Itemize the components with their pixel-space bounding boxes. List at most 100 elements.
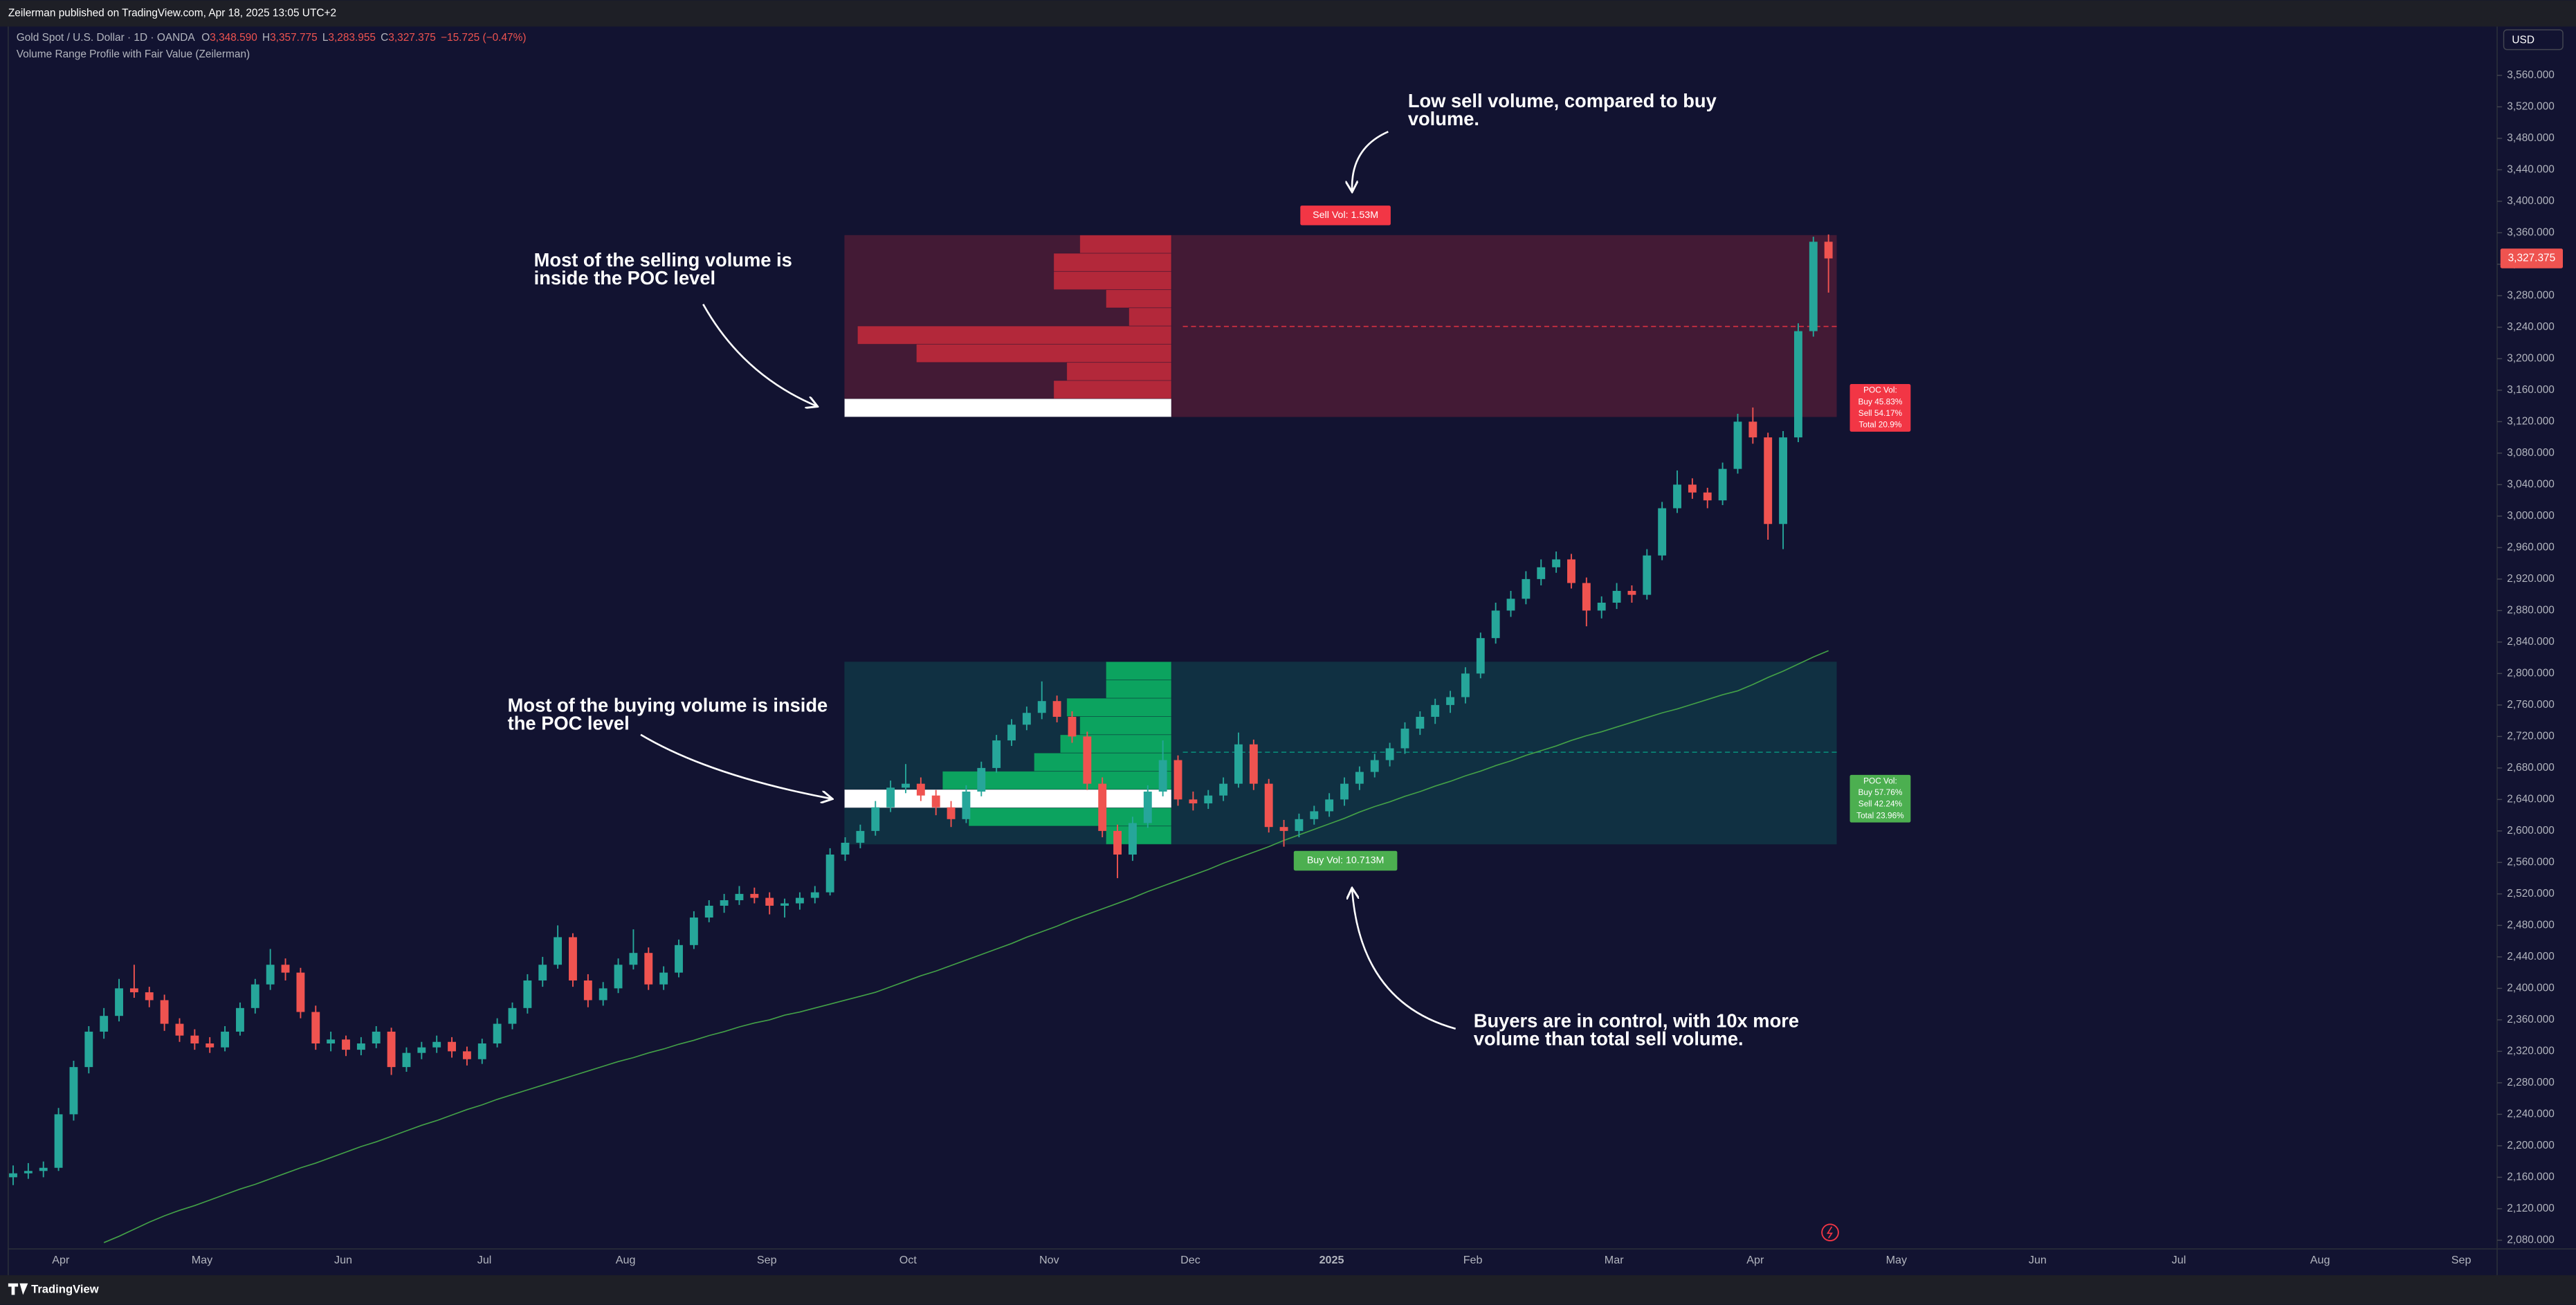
poc-label: POC Vol: bbox=[1863, 776, 1897, 785]
x-tick-label: Jul bbox=[477, 1254, 492, 1266]
candle-body bbox=[1612, 590, 1621, 603]
candle-body bbox=[1748, 421, 1757, 438]
candle-body bbox=[24, 1171, 33, 1174]
poc-label: Sell 54.17% bbox=[1858, 408, 1903, 418]
candle-body bbox=[477, 1043, 486, 1059]
candle-body bbox=[1537, 567, 1546, 579]
candle-body bbox=[39, 1167, 48, 1171]
profile-bar bbox=[843, 789, 1172, 808]
profile-bar bbox=[843, 398, 1172, 418]
candle-body bbox=[780, 903, 789, 906]
y-tick-label: 3,400.000 bbox=[2507, 195, 2555, 207]
candle-body bbox=[1037, 701, 1046, 713]
candle-body bbox=[1385, 748, 1394, 760]
candle-body bbox=[1597, 603, 1606, 611]
candle-body bbox=[1416, 716, 1425, 729]
annotation: inside the POC level bbox=[534, 267, 715, 289]
y-tick-label: 3,440.000 bbox=[2507, 163, 2555, 175]
y-tick-label: 3,280.000 bbox=[2507, 289, 2555, 301]
candle-body bbox=[1491, 610, 1500, 639]
poc-label: Total 23.96% bbox=[1856, 810, 1904, 820]
profile-bar bbox=[1053, 271, 1172, 291]
candle-body bbox=[1143, 792, 1152, 823]
candle-body bbox=[1400, 729, 1409, 749]
poc-box bbox=[1849, 383, 1911, 432]
y-tick-label: 2,440.000 bbox=[2507, 951, 2555, 962]
candle-body bbox=[947, 807, 956, 819]
poc-label: Sell 42.24% bbox=[1858, 799, 1903, 809]
candle-body bbox=[810, 892, 819, 898]
y-tick-label: 3,000.000 bbox=[2507, 510, 2555, 522]
profile-bar bbox=[857, 325, 1172, 345]
poc-label: Total 20.9% bbox=[1858, 419, 1901, 429]
ohlc-key: O bbox=[201, 32, 210, 44]
brand-logo bbox=[8, 1283, 28, 1295]
candle-body bbox=[1234, 744, 1243, 784]
x-tick-label: Oct bbox=[899, 1254, 917, 1266]
y-tick-label: 2,800.000 bbox=[2507, 667, 2555, 679]
candle-body bbox=[750, 893, 759, 898]
profile-bar bbox=[1129, 307, 1172, 327]
x-tick-label: May bbox=[192, 1254, 213, 1266]
candle-body bbox=[250, 984, 259, 1008]
profile-bar bbox=[1105, 679, 1172, 699]
y-tick-label: 3,040.000 bbox=[2507, 478, 2555, 490]
y-tick-label: 2,960.000 bbox=[2507, 541, 2555, 553]
profile-bar bbox=[968, 807, 1172, 827]
alert-icon[interactable] bbox=[1821, 1223, 1839, 1241]
candle-body bbox=[1113, 830, 1122, 855]
ohlc-value: 3,327.375 bbox=[388, 32, 436, 44]
candle-body bbox=[931, 795, 940, 807]
y-tick-label: 3,160.000 bbox=[2507, 384, 2555, 396]
candle-body bbox=[432, 1041, 441, 1048]
y-tick-label: 2,560.000 bbox=[2507, 856, 2555, 868]
profile-bar bbox=[1079, 235, 1172, 254]
x-tick-label: Nov bbox=[1039, 1254, 1059, 1266]
y-tick-label: 2,160.000 bbox=[2507, 1171, 2555, 1183]
candle-body bbox=[1098, 783, 1107, 831]
candle-body bbox=[599, 988, 608, 1001]
symbol: Gold Spot / U.S. Dollar · 1D · OANDA bbox=[17, 32, 196, 44]
x-tick-label: Apr bbox=[1746, 1254, 1764, 1266]
candle-body bbox=[69, 1067, 78, 1115]
y-tick-label: 3,520.000 bbox=[2507, 100, 2555, 112]
y-tick-label: 2,200.000 bbox=[2507, 1140, 2555, 1151]
candle-body bbox=[1158, 760, 1167, 792]
candle-body bbox=[493, 1023, 502, 1044]
candle-body bbox=[9, 1173, 17, 1178]
candle-body bbox=[190, 1035, 199, 1044]
candle-body bbox=[342, 1039, 350, 1050]
candle-body bbox=[689, 918, 698, 945]
x-tick-label: Aug bbox=[2310, 1254, 2330, 1266]
candle-body bbox=[1431, 704, 1440, 717]
candle-body bbox=[992, 740, 1001, 768]
ohlc-value: 3,357.775 bbox=[270, 32, 318, 44]
y-tick-label: 3,360.000 bbox=[2507, 226, 2555, 238]
candle-body bbox=[675, 944, 683, 973]
ohlc-value: 3,283.955 bbox=[328, 32, 376, 44]
candle-body bbox=[1794, 331, 1802, 438]
currency-box[interactable] bbox=[2503, 29, 2564, 51]
candle-body bbox=[1824, 241, 1833, 259]
y-tick-label: 2,680.000 bbox=[2507, 762, 2555, 774]
candle-body bbox=[644, 953, 653, 985]
ohlc-value: 3,348.590 bbox=[210, 32, 257, 44]
y-tick-label: 2,600.000 bbox=[2507, 825, 2555, 837]
y-tick-label: 2,360.000 bbox=[2507, 1014, 2555, 1025]
profile-bar bbox=[1105, 661, 1172, 681]
profile-bar bbox=[915, 343, 1172, 363]
candle-body bbox=[296, 972, 305, 1012]
candle-body bbox=[1688, 484, 1697, 493]
candle-body bbox=[1582, 583, 1591, 611]
x-tick-label: Jun bbox=[2029, 1254, 2047, 1266]
candle-body bbox=[704, 905, 713, 918]
candle-body bbox=[175, 1023, 184, 1036]
candle-body bbox=[1627, 590, 1636, 595]
candle-body bbox=[236, 1007, 244, 1032]
volume-label: Buy Vol: 10.713M bbox=[1307, 855, 1385, 866]
candle-body bbox=[1007, 724, 1016, 741]
x-tick-label: Feb bbox=[1463, 1254, 1483, 1266]
brand: TradingView bbox=[31, 1283, 99, 1296]
arrow bbox=[640, 733, 831, 799]
candle-body bbox=[100, 1016, 109, 1032]
